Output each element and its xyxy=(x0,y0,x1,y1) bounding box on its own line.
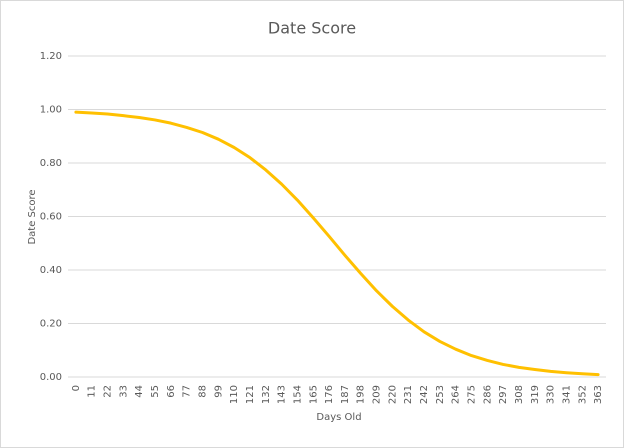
x-tick-label: 330 xyxy=(546,385,557,404)
chart-title: Date Score xyxy=(268,19,356,38)
x-tick-label: 0 xyxy=(71,385,82,391)
x-tick-label: 11 xyxy=(87,385,98,398)
x-tick-label: 209 xyxy=(372,385,383,404)
x-tick-label: 143 xyxy=(277,385,288,404)
x-tick-label: 33 xyxy=(118,385,129,398)
x-tick-label: 44 xyxy=(134,385,145,398)
x-tick-label: 22 xyxy=(103,385,114,398)
x-tick-label: 121 xyxy=(245,385,256,404)
y-axis-title: Date Score xyxy=(27,189,38,244)
x-tick-label: 198 xyxy=(356,385,367,404)
x-tick-label: 187 xyxy=(340,385,351,404)
x-tick-label: 55 xyxy=(150,385,161,398)
x-tick-label: 363 xyxy=(593,385,604,404)
x-tick-label: 264 xyxy=(451,385,462,404)
x-tick-label: 165 xyxy=(308,385,319,404)
x-tick-label: 66 xyxy=(166,385,177,398)
y-tick-label: 1.20 xyxy=(40,51,62,62)
x-tick-label: 110 xyxy=(229,385,240,404)
x-tick-label: 242 xyxy=(419,385,430,404)
y-tick-label: 1.00 xyxy=(40,105,62,116)
y-tick-label: 0.40 xyxy=(40,265,62,276)
x-tick-label: 308 xyxy=(514,385,525,404)
x-tick-label: 231 xyxy=(403,385,414,404)
x-tick-label: 352 xyxy=(577,385,588,404)
x-axis-title: Days Old xyxy=(316,412,361,423)
x-tick-label: 286 xyxy=(482,385,493,404)
x-tick-label: 99 xyxy=(213,385,224,398)
x-tick-label: 297 xyxy=(498,385,509,404)
x-tick-label: 341 xyxy=(561,385,572,404)
x-tick-label: 88 xyxy=(198,385,209,398)
x-tick-label: 319 xyxy=(530,385,541,404)
x-tick-label: 220 xyxy=(387,385,398,404)
x-tick-label: 253 xyxy=(435,385,446,404)
y-tick-label: 0.60 xyxy=(40,212,62,223)
x-tick-label: 275 xyxy=(467,385,478,404)
x-tick-label: 132 xyxy=(261,385,272,404)
y-tick-label: 0.20 xyxy=(40,319,62,330)
y-tick-label: 0.00 xyxy=(40,372,62,383)
x-tick-label: 77 xyxy=(182,385,193,398)
line-series xyxy=(74,110,600,377)
x-tick-label: 176 xyxy=(324,385,335,404)
y-tick-label: 0.80 xyxy=(40,158,62,169)
x-tick-label: 154 xyxy=(292,385,303,404)
